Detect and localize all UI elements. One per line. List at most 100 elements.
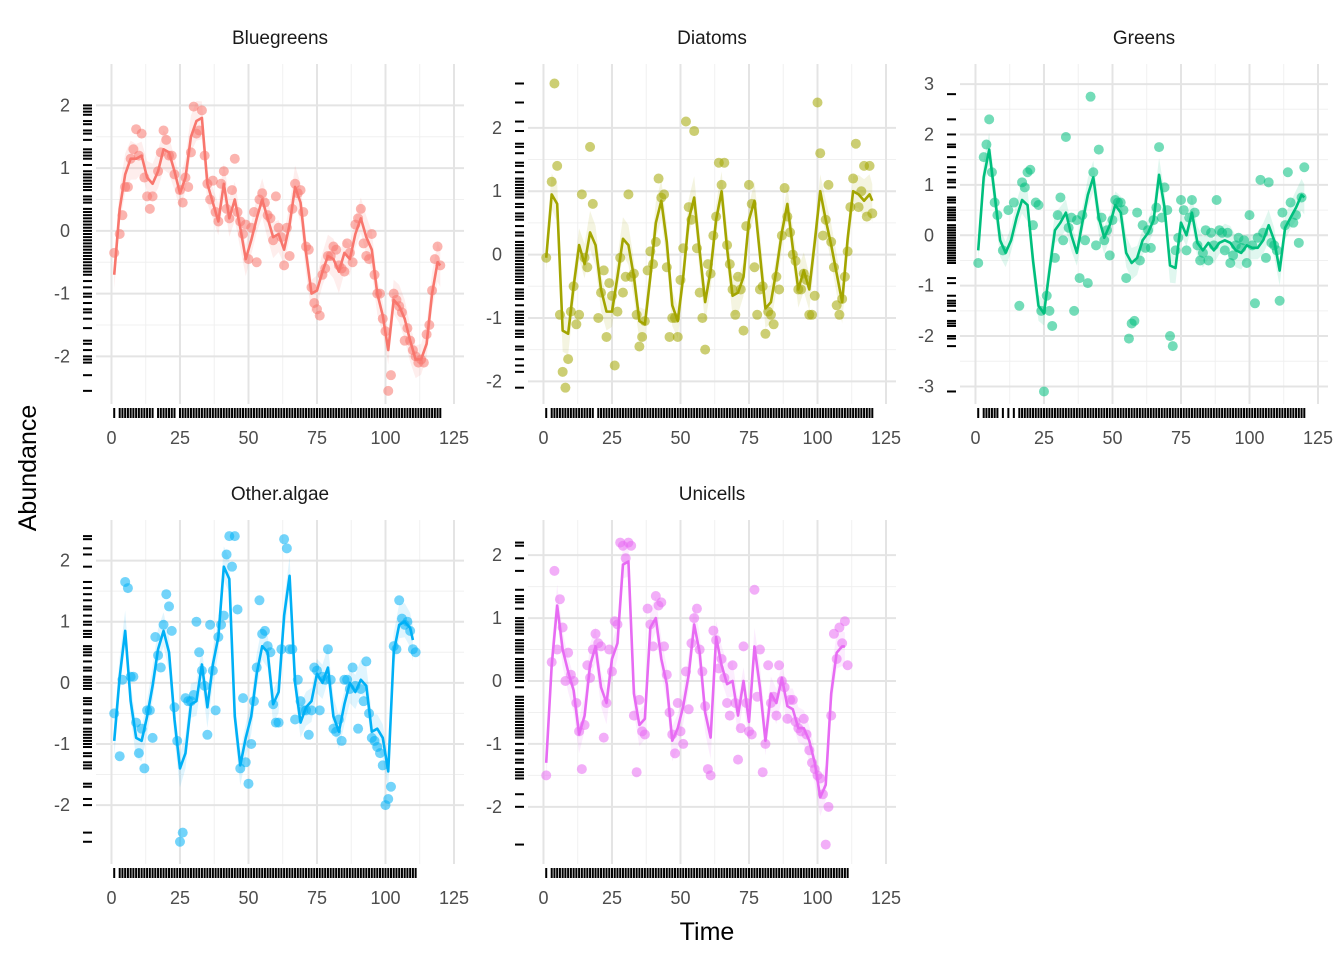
data-point [1055, 192, 1066, 203]
data-point [596, 641, 607, 652]
data-point [202, 729, 213, 740]
x-tick-label: 125 [1303, 428, 1333, 448]
data-point [1060, 131, 1071, 142]
data-point [314, 705, 325, 716]
data-point [279, 260, 290, 271]
data-point [749, 584, 760, 595]
data-point [1206, 227, 1217, 238]
data-point [347, 662, 358, 673]
data-point [634, 694, 645, 705]
y-tick-label: -3 [918, 376, 934, 396]
data-point [133, 748, 144, 759]
data-point [1154, 142, 1165, 153]
data-point [314, 310, 325, 321]
data-point [1074, 273, 1085, 284]
data-point [612, 306, 623, 317]
y-tick-label: 1 [492, 608, 502, 628]
data-point [303, 729, 314, 740]
x-tick-label: 100 [802, 428, 832, 448]
y-tick-label: 1 [60, 158, 70, 178]
data-point [867, 208, 878, 219]
data-point [576, 764, 587, 775]
data-point [774, 660, 785, 671]
data-point [377, 760, 388, 771]
data-point [229, 531, 240, 542]
data-point [738, 325, 749, 336]
data-point [1033, 200, 1044, 211]
data-point [735, 723, 746, 734]
data-point [161, 134, 172, 145]
y-tick-label: 2 [492, 545, 502, 565]
x-tick-label: 75 [307, 888, 327, 908]
data-point [238, 693, 249, 704]
data-point [678, 738, 689, 749]
data-point [268, 235, 279, 246]
data-point [358, 696, 369, 707]
data-point [150, 631, 161, 642]
fitted-line [112, 116, 442, 361]
data-point [281, 543, 292, 554]
data-point [246, 738, 257, 749]
fitted-line [544, 189, 874, 336]
y-tick-label: 0 [492, 245, 502, 265]
data-point [410, 647, 421, 658]
x-tick-label: 100 [370, 888, 400, 908]
data-point [812, 97, 823, 108]
data-point [1181, 245, 1192, 256]
x-tick-label: 75 [1171, 428, 1191, 448]
y-tick-label: 1 [60, 612, 70, 632]
data-point [631, 767, 642, 778]
panel-title: Other.algae [231, 484, 329, 505]
fitted-line [112, 565, 415, 773]
x-tick-label: 75 [307, 428, 327, 448]
data-point [1167, 341, 1178, 352]
y-tick-label: -2 [486, 371, 502, 391]
data-point [1222, 227, 1233, 238]
panel-unicells: 0 25 50 75 100 125 -2 -1 0 1 2 Unicells [486, 484, 901, 908]
data-point [174, 836, 185, 847]
data-point [1099, 235, 1110, 246]
x-tick-label: 50 [1102, 428, 1122, 448]
data-point [1025, 164, 1036, 175]
data-point [158, 125, 169, 136]
data-point [546, 176, 557, 187]
data-point [353, 723, 364, 734]
data-point [765, 309, 776, 320]
data-point [191, 616, 202, 627]
data-point [1225, 257, 1236, 268]
data-point [166, 625, 177, 636]
x-tick-label: 25 [170, 888, 190, 908]
data-point [1241, 257, 1252, 268]
y-tick-label: -1 [486, 308, 502, 328]
data-point [1293, 237, 1304, 248]
data-point [1008, 197, 1019, 208]
y-tick-label: 1 [924, 175, 934, 195]
data-point [664, 331, 675, 342]
data-point [1219, 245, 1230, 256]
data-point [257, 188, 268, 199]
x-tick-label: 0 [106, 428, 116, 448]
x-tick-label: 100 [802, 888, 832, 908]
data-point [1080, 235, 1091, 246]
data-point [850, 138, 861, 149]
data-point [763, 660, 774, 671]
data-point [1003, 205, 1014, 216]
data-point [1058, 235, 1069, 246]
data-point [787, 694, 798, 705]
panel-bluegreens: 0 25 50 75 100 125 -2 -1 0 1 2 Bluegreens [54, 28, 469, 448]
data-point [147, 732, 158, 743]
data-point [984, 114, 995, 125]
data-point [155, 662, 166, 673]
data-point [705, 770, 716, 781]
data-point [136, 128, 147, 139]
data-point [216, 619, 227, 630]
data-point [339, 266, 350, 277]
data-point [820, 839, 831, 850]
data-point [273, 717, 284, 728]
data-point [1165, 331, 1176, 342]
data-point [617, 287, 628, 298]
data-point [549, 78, 560, 89]
data-point [554, 594, 565, 605]
data-point [864, 160, 875, 171]
data-point [232, 604, 243, 615]
